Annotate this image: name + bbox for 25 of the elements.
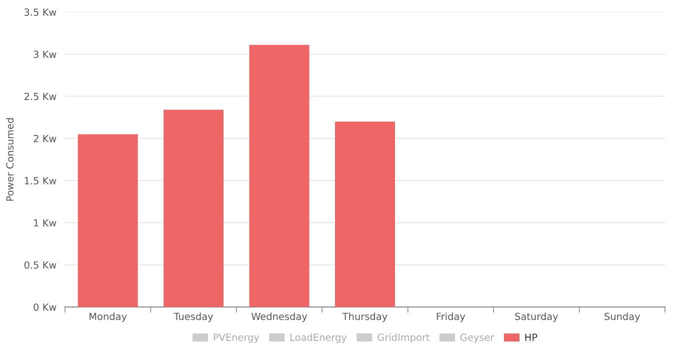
y-tick-label: 3 Kw — [34, 50, 56, 58]
bar — [335, 122, 395, 307]
y-tick-label: 2 Kw — [34, 134, 56, 142]
bar — [249, 44, 310, 307]
legend-label: HP — [525, 334, 538, 341]
legend-label: LoadEnergy — [290, 333, 347, 343]
x-tick-label: Monday — [90, 312, 127, 322]
y-tick-label: 1 Kw — [34, 219, 56, 226]
y-tick-label: 3.5 Kw — [24, 8, 56, 16]
legend-label: GridImport — [378, 333, 430, 343]
bar — [78, 134, 138, 307]
legend-label: PVEnergy — [214, 334, 260, 343]
x-tick-label: Thursday — [342, 312, 388, 322]
bar — [164, 110, 224, 307]
x-tick-label: Tuesday — [174, 312, 214, 322]
y-tick-label: 1.5 Kw — [24, 177, 56, 184]
y-tick-label: 2.5 Kw — [24, 92, 56, 100]
y-tick-label: 0 Kw — [34, 303, 56, 311]
y-axis-title: Power Consumed — [6, 118, 14, 201]
legend-label: Geyser — [460, 334, 494, 343]
y-tick-label: 0.5 Kw — [24, 261, 56, 269]
x-tick-label: Saturday — [515, 312, 558, 322]
x-tick-label: Sunday — [604, 312, 640, 322]
x-tick-label: Wednesday — [251, 312, 308, 322]
x-tick-label: Friday — [436, 312, 466, 322]
